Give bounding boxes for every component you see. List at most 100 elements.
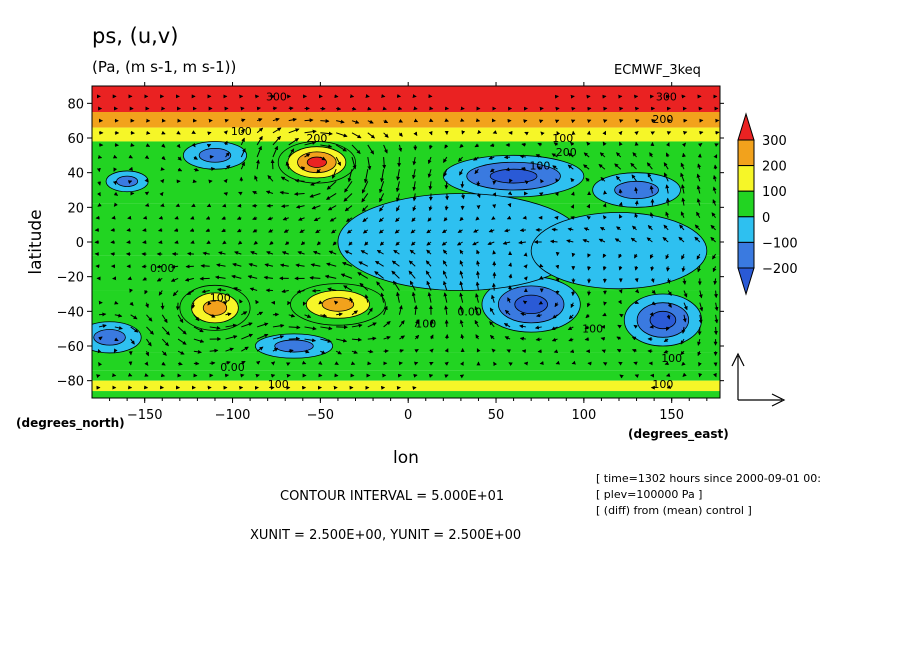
wind-vector [428, 181, 433, 191]
lat-band [92, 370, 720, 381]
contour-label: 0.00 [220, 361, 245, 374]
wind-vector [177, 314, 184, 324]
wind-vector [619, 119, 624, 123]
contour-label: 0.00 [457, 305, 482, 318]
chart-title: ps, (u,v) [92, 24, 179, 48]
wind-vector [367, 322, 377, 328]
wind-vector [112, 180, 117, 186]
colorbar-band [737, 165, 755, 192]
wind-vector [442, 270, 448, 279]
wind-vector [441, 229, 448, 234]
wind-vector [680, 338, 685, 345]
wind-vector [399, 320, 405, 328]
lat-band [92, 391, 720, 398]
wind-vector [186, 290, 195, 296]
wind-vector [663, 338, 669, 343]
wind-vector [426, 241, 432, 246]
wind-vector [272, 347, 279, 352]
wind-vector [225, 360, 231, 365]
wind-vector [399, 335, 406, 340]
wind-vector [474, 168, 479, 175]
wind-vector [177, 338, 187, 345]
wind-vector [192, 179, 197, 184]
wind-vector [650, 131, 655, 136]
colorbar-extend-bottom [737, 267, 755, 296]
wind-vector [602, 141, 607, 146]
wind-vector [142, 276, 147, 281]
wind-vector [255, 373, 260, 378]
wind-vector [311, 205, 321, 210]
wind-vector [618, 214, 623, 219]
wind-vector [222, 203, 227, 208]
wind-vector [332, 241, 337, 246]
wind-vector [444, 118, 449, 122]
wind-vector [128, 154, 133, 159]
wind-vector [698, 314, 703, 324]
wind-vector [177, 156, 182, 161]
wind-vector [336, 132, 348, 138]
wind-vector [504, 228, 511, 233]
wind-vector [665, 152, 670, 158]
wind-vector [374, 271, 384, 279]
wind-vector [349, 297, 354, 303]
wind-vector [443, 217, 448, 222]
wind-vector [331, 169, 337, 179]
wind-vector [331, 229, 337, 234]
wind-vector [682, 278, 687, 285]
wind-vector [444, 144, 449, 149]
wind-vector [287, 300, 291, 306]
wind-vector [263, 275, 274, 280]
wind-vector [395, 181, 400, 193]
wind-vector [206, 203, 212, 208]
wind-vector [492, 192, 497, 197]
wind-vector [492, 250, 497, 255]
wind-vector [458, 156, 464, 162]
wind-vector [396, 169, 401, 181]
wind-vector [336, 119, 345, 124]
wind-vector [459, 319, 464, 328]
wind-vector [396, 205, 400, 212]
wind-vector [551, 227, 558, 232]
wind-vector [193, 167, 200, 172]
wind-vector [647, 173, 653, 182]
wind-vector [224, 118, 229, 123]
wind-vector [383, 305, 388, 315]
wind-vector [681, 361, 686, 366]
wind-vector [97, 154, 103, 159]
wind-vector [272, 117, 280, 122]
wind-vector [236, 216, 242, 220]
wind-vector [681, 152, 686, 158]
wind-vector [603, 119, 608, 123]
wind-vector [680, 184, 685, 194]
wind-vector [555, 178, 560, 183]
wind-vector [646, 237, 653, 243]
wind-vector [326, 262, 337, 267]
anomaly-ring [649, 310, 677, 330]
wind-vector [398, 305, 403, 315]
wind-vector [146, 314, 153, 322]
wind-vector [343, 285, 353, 291]
contour-label: 200 [652, 113, 673, 126]
wind-vector [367, 119, 374, 124]
wind-vector [474, 306, 479, 315]
wind-vector [649, 212, 654, 218]
wind-vector [506, 215, 512, 220]
wind-vector [159, 191, 164, 197]
wind-vector [304, 338, 317, 343]
wind-vector [367, 307, 373, 316]
wind-vector [456, 241, 463, 246]
wind-vector [129, 288, 134, 293]
wind-vector [602, 266, 607, 271]
wind-vector [634, 200, 639, 206]
wind-vector [519, 336, 526, 341]
wind-vector [309, 275, 321, 280]
wind-vector [126, 227, 131, 232]
wind-vector [379, 193, 385, 203]
wind-vector [444, 181, 449, 190]
wind-vector [618, 289, 623, 294]
wind-vector [350, 361, 356, 366]
wind-vector [288, 137, 300, 146]
wind-vector [247, 275, 258, 279]
wind-vector [666, 131, 672, 135]
wind-vector [130, 314, 138, 320]
